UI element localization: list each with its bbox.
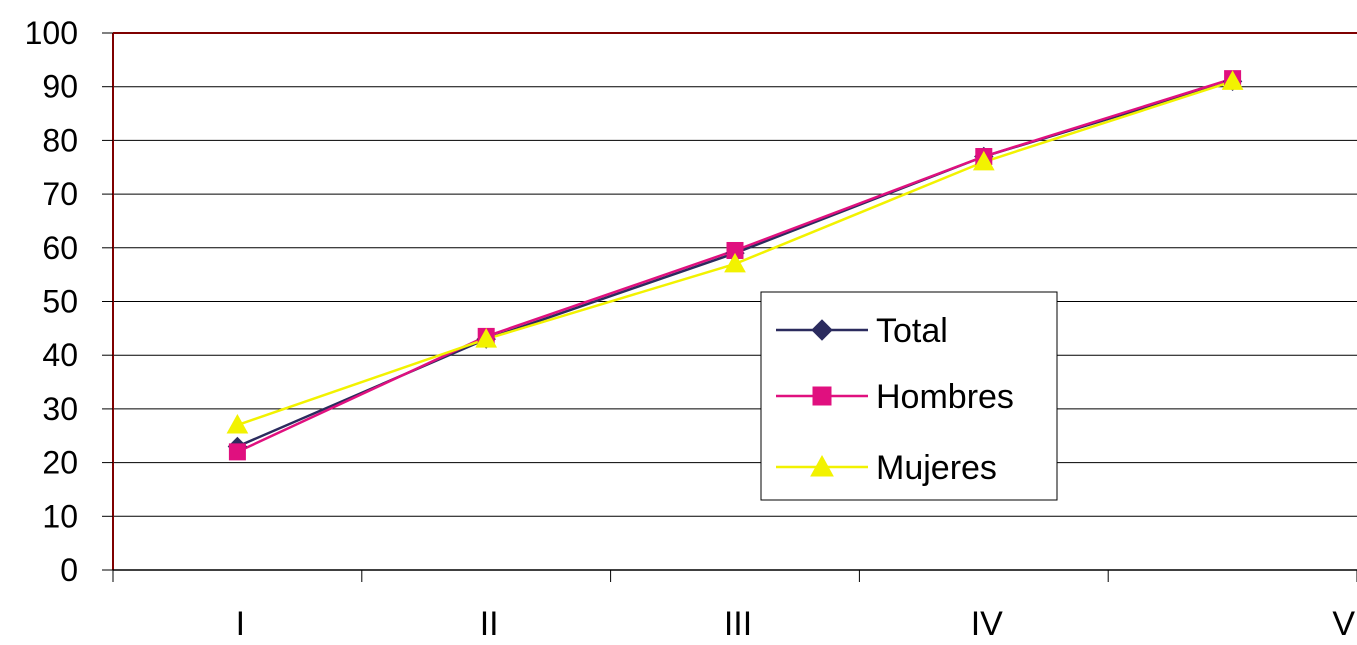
legend-label: Mujeres — [876, 449, 997, 487]
triangle-marker — [1221, 70, 1244, 90]
x-tick-label: IV — [971, 605, 1003, 643]
triangle-marker — [475, 328, 498, 348]
triangle-marker — [972, 150, 995, 171]
y-tick-label: 40 — [42, 337, 78, 373]
y-tick-label: 20 — [42, 445, 78, 481]
x-tick-label: III — [724, 605, 752, 643]
square-marker — [228, 443, 246, 461]
x-tick-label: V — [1332, 605, 1355, 643]
x-axis-ticks: I II III IV V — [112, 570, 1357, 643]
triangle-marker — [724, 252, 746, 273]
gridlines — [113, 32, 1357, 517]
y-tick-label: 0 — [60, 552, 78, 588]
y-tick-label: 70 — [42, 176, 78, 212]
legend: Total Hombres Mujeres — [760, 291, 1058, 501]
y-tick-label: 10 — [42, 498, 78, 534]
y-tick-label: 90 — [42, 69, 78, 105]
y-tick-label: 100 — [25, 15, 78, 51]
series-lines — [226, 70, 1244, 461]
y-tick-label: 60 — [42, 230, 78, 266]
diamond-marker — [811, 319, 833, 341]
x-tick-label: II — [480, 605, 499, 643]
y-axis-ticks: 0 10 20 30 40 50 60 70 80 90 100 — [25, 15, 113, 588]
y-tick-label: 30 — [42, 391, 78, 427]
legend-label: Hombres — [876, 378, 1014, 416]
square-marker — [812, 386, 832, 406]
y-tick-label: 80 — [42, 122, 78, 158]
legend-label: Total — [876, 312, 948, 350]
triangle-marker — [226, 413, 249, 434]
y-tick-label: 50 — [42, 284, 78, 320]
x-tick-label: I — [236, 605, 245, 643]
triangle-marker — [810, 454, 834, 477]
